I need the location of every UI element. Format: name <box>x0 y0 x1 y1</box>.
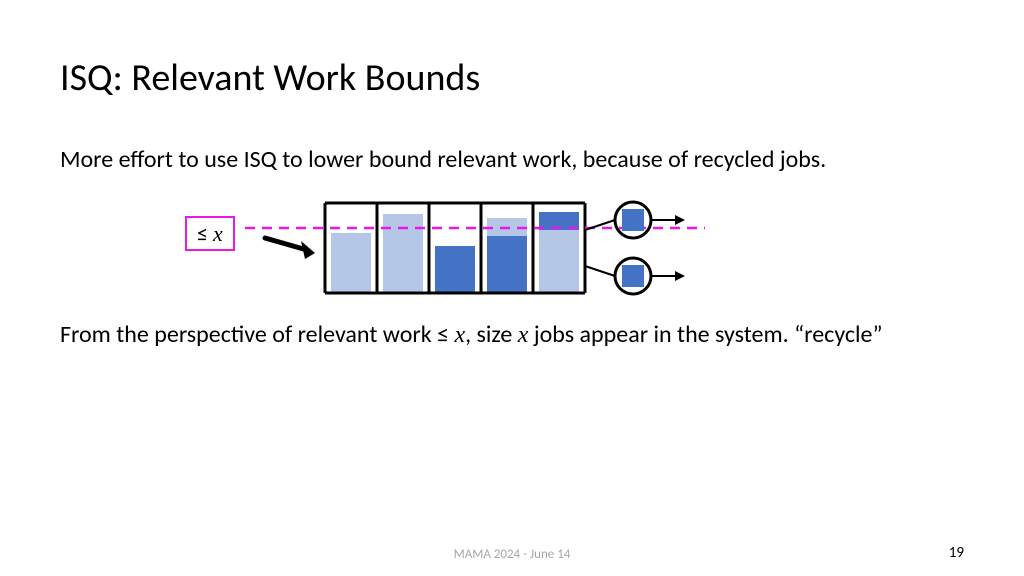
p2-x2: x <box>518 322 529 348</box>
le-symbol: ≤ <box>197 220 213 247</box>
p2-x1: x <box>454 322 465 348</box>
paragraph-2: From the perspective of relevant work ≤ … <box>60 320 960 350</box>
slide-title: ISQ: Relevant Work Bounds <box>60 55 480 101</box>
queue-diagram: ≤ x <box>185 198 825 308</box>
footer-center: MAMA 2024 - June 14 <box>0 547 1024 562</box>
page-number: 19 <box>949 544 964 562</box>
p2-pre: From the perspective of relevant work <box>60 320 437 349</box>
paragraph-1: More effort to use ISQ to lower bound re… <box>60 145 960 175</box>
p2-le: ≤ <box>437 320 454 349</box>
p2-post: jobs appear in the system. “recycle” <box>528 320 882 349</box>
x-var: x <box>213 221 223 246</box>
p2-mid: , size <box>465 320 518 349</box>
diagram-svg <box>185 198 825 308</box>
threshold-box: ≤ x <box>185 216 235 251</box>
